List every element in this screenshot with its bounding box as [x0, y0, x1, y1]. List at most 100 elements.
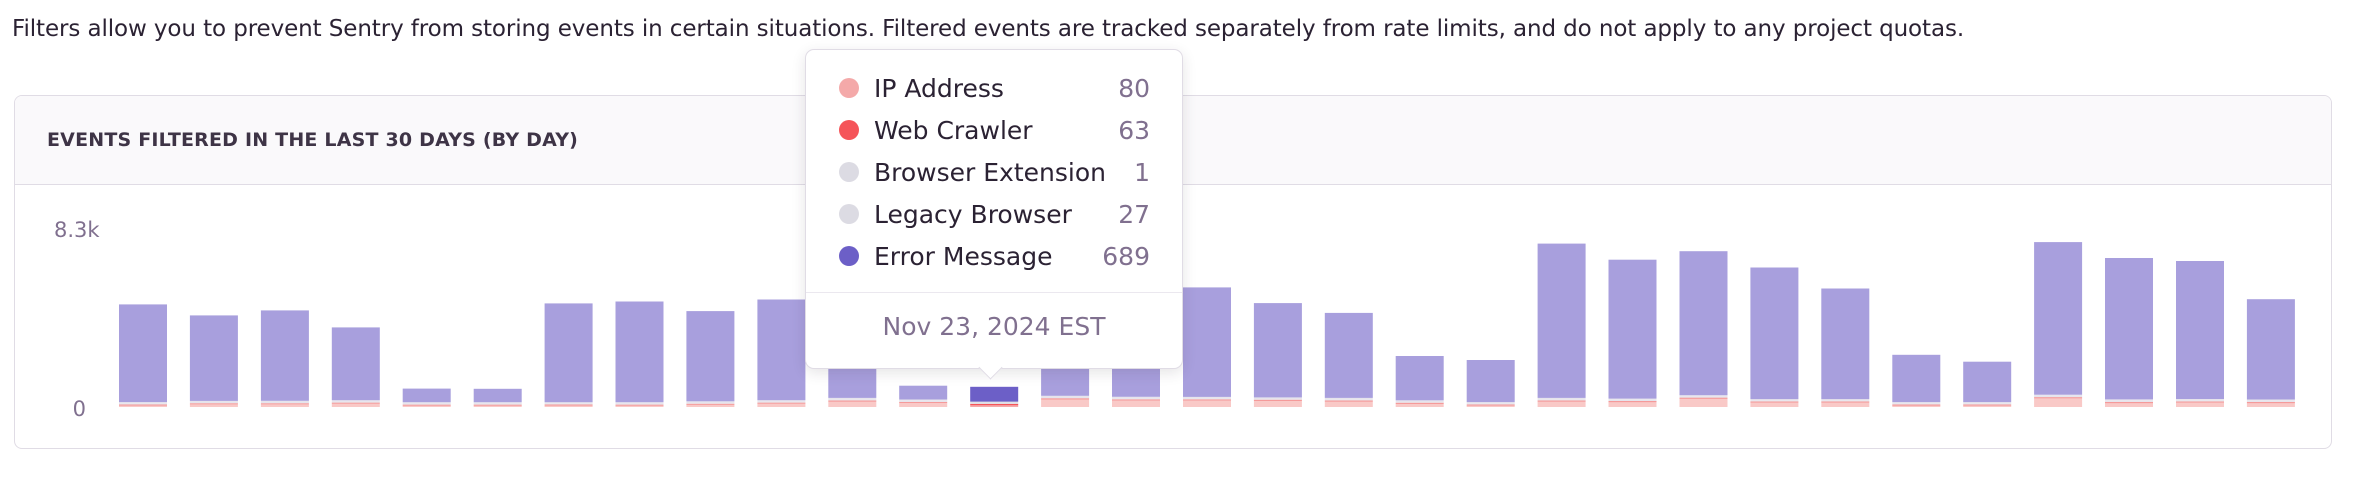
bar-web-crawler[interactable]	[2176, 401, 2224, 403]
bar-ip-address[interactable]	[2034, 398, 2083, 407]
bar-web-crawler[interactable]	[1466, 404, 1515, 406]
bar-legacy-browser[interactable]	[1041, 395, 1090, 397]
bar-error-message[interactable]	[260, 310, 309, 401]
bar-web-crawler[interactable]	[1821, 401, 1870, 403]
bar-web-crawler[interactable]	[1041, 398, 1090, 400]
bar-ip-address[interactable]	[544, 405, 593, 407]
bar-error-message[interactable]	[899, 385, 948, 400]
bar-browser-extension[interactable]	[260, 402, 309, 404]
bar-ip-address[interactable]	[189, 404, 238, 407]
bar-browser-extension[interactable]	[189, 402, 238, 404]
bar-ip-address[interactable]	[1183, 400, 1231, 407]
bar-browser-extension[interactable]	[1892, 403, 1941, 405]
bar-ip-address[interactable]	[2105, 403, 2153, 407]
bar-browser-extension[interactable]	[1608, 399, 1657, 401]
bar-legacy-browser[interactable]	[1963, 402, 2012, 404]
bar-browser-extension[interactable]	[2034, 395, 2083, 398]
bar-error-message[interactable]	[2246, 299, 2295, 400]
bar-web-crawler[interactable]	[2246, 401, 2295, 404]
bar-legacy-browser[interactable]	[1324, 398, 1373, 400]
bar-legacy-browser[interactable]	[1112, 396, 1160, 399]
bar-browser-extension[interactable]	[1466, 403, 1515, 405]
bar-browser-extension[interactable]	[899, 400, 948, 402]
bar-legacy-browser[interactable]	[2246, 399, 2295, 401]
bar-error-message[interactable]	[1608, 259, 1657, 399]
bar-legacy-browser[interactable]	[1892, 402, 1941, 404]
bar-web-crawler[interactable]	[828, 400, 877, 402]
bar-ip-address[interactable]	[402, 405, 451, 407]
bar-ip-address[interactable]	[1963, 405, 2012, 407]
bar-web-crawler[interactable]	[544, 404, 593, 406]
bar-error-message[interactable]	[331, 327, 380, 401]
bar-web-crawler[interactable]	[970, 403, 1019, 406]
bar-ip-address[interactable]	[1253, 401, 1302, 407]
bar-legacy-browser[interactable]	[119, 402, 167, 404]
bar-ip-address[interactable]	[1537, 401, 1586, 407]
bar-legacy-browser[interactable]	[260, 400, 309, 402]
bar-legacy-browser[interactable]	[2105, 399, 2153, 401]
bar-error-message[interactable]	[544, 303, 593, 403]
bar-web-crawler[interactable]	[899, 401, 948, 404]
bar-ip-address[interactable]	[1608, 402, 1657, 407]
bar-ip-address[interactable]	[970, 405, 1019, 407]
bar-legacy-browser[interactable]	[757, 400, 806, 402]
bar-ip-address[interactable]	[260, 404, 309, 407]
bar-error-message[interactable]	[1324, 312, 1373, 398]
bar-browser-extension[interactable]	[2105, 400, 2153, 402]
bar-ip-address[interactable]	[1750, 402, 1799, 407]
bar-legacy-browser[interactable]	[686, 401, 735, 403]
bar-web-crawler[interactable]	[1963, 404, 2012, 406]
bar-browser-extension[interactable]	[1395, 401, 1444, 403]
bar-error-message[interactable]	[757, 299, 806, 401]
bar-web-crawler[interactable]	[119, 404, 167, 406]
bar-ip-address[interactable]	[1324, 401, 1373, 407]
bar-ip-address[interactable]	[119, 405, 167, 407]
bar-ip-address[interactable]	[1466, 405, 1515, 407]
bar-web-crawler[interactable]	[1608, 401, 1657, 403]
bar-error-message[interactable]	[1679, 251, 1728, 396]
bar-web-crawler[interactable]	[2105, 401, 2153, 404]
bar-legacy-browser[interactable]	[1608, 398, 1657, 400]
bar-legacy-browser[interactable]	[402, 402, 451, 404]
bar-web-crawler[interactable]	[1395, 402, 1444, 404]
bar-browser-extension[interactable]	[970, 402, 1019, 404]
bar-browser-extension[interactable]	[473, 403, 522, 405]
bar-legacy-browser[interactable]	[1537, 398, 1586, 400]
bar-error-message[interactable]	[189, 315, 238, 401]
bar-browser-extension[interactable]	[331, 401, 380, 403]
bar-ip-address[interactable]	[899, 403, 948, 407]
bar-legacy-browser[interactable]	[189, 400, 238, 402]
bar-ip-address[interactable]	[1112, 400, 1160, 407]
bar-ip-address[interactable]	[828, 401, 877, 407]
bar-web-crawler[interactable]	[1679, 397, 1728, 399]
bar-legacy-browser[interactable]	[828, 398, 877, 400]
bar-ip-address[interactable]	[2246, 403, 2295, 407]
bar-browser-extension[interactable]	[1112, 398, 1160, 400]
bar-ip-address[interactable]	[1892, 405, 1941, 407]
bar-legacy-browser[interactable]	[899, 399, 948, 401]
bar-error-message[interactable]	[686, 311, 735, 402]
bar-legacy-browser[interactable]	[615, 402, 664, 404]
bar-web-crawler[interactable]	[1324, 400, 1373, 402]
bar-browser-extension[interactable]	[828, 399, 877, 401]
bar-web-crawler[interactable]	[402, 404, 451, 406]
bar-browser-extension[interactable]	[1537, 399, 1586, 401]
bar-browser-extension[interactable]	[757, 401, 806, 403]
bar-error-message[interactable]	[119, 304, 167, 403]
bar-web-crawler[interactable]	[757, 402, 806, 404]
bar-error-message[interactable]	[1183, 287, 1231, 397]
bar-error-message[interactable]	[1750, 267, 1799, 400]
bar-web-crawler[interactable]	[686, 403, 735, 405]
bar-ip-address[interactable]	[473, 405, 522, 407]
bar-web-crawler[interactable]	[1183, 399, 1231, 401]
bar-web-crawler[interactable]	[1253, 399, 1302, 401]
bar-browser-extension[interactable]	[1750, 400, 1799, 402]
bar-legacy-browser[interactable]	[331, 400, 380, 402]
bar-browser-extension[interactable]	[1041, 397, 1090, 399]
bar-web-crawler[interactable]	[2034, 397, 2083, 399]
bar-ip-address[interactable]	[331, 403, 380, 407]
bar-web-crawler[interactable]	[1537, 400, 1586, 402]
bar-browser-extension[interactable]	[1679, 396, 1728, 398]
bar-legacy-browser[interactable]	[2034, 394, 2083, 396]
bar-browser-extension[interactable]	[1183, 398, 1231, 400]
